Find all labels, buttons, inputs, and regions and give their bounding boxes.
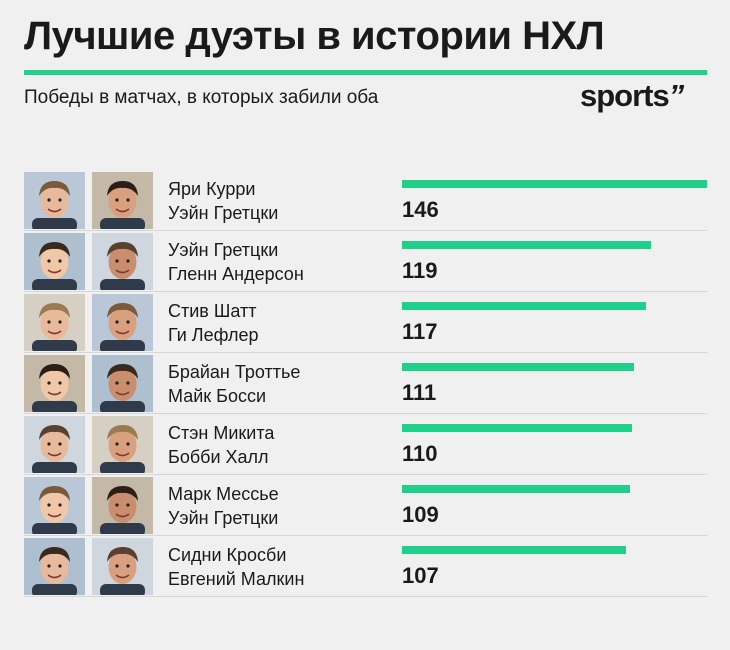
bar xyxy=(402,424,632,432)
duo-bar-chart: Яри Курри Уэйн Гретцки 146 Уэйн Гретцки Глен… xyxy=(24,170,707,597)
player-photo xyxy=(24,538,85,595)
bar xyxy=(402,302,646,310)
player-name: Гленн Андерсон xyxy=(168,264,304,284)
player-photo xyxy=(92,477,153,534)
player-name: Стив Шатт xyxy=(168,301,257,321)
page-subtitle: Победы в матчах, в которых забили оба xyxy=(24,87,379,108)
bar xyxy=(402,241,651,249)
player-name: Стэн Микита xyxy=(168,423,275,443)
bar xyxy=(402,180,707,188)
player-name: Марк Мессье xyxy=(168,484,279,504)
logo-text: sports xyxy=(580,78,670,113)
player-photo xyxy=(92,294,153,351)
player-name: Брайан Троттье xyxy=(168,362,301,382)
player-photo xyxy=(24,294,85,351)
duo-row: Яри Курри Уэйн Гретцки 146 xyxy=(24,170,707,231)
value-label: 111 xyxy=(402,380,437,405)
player-name: Уэйн Гретцки xyxy=(168,203,279,223)
bar xyxy=(402,363,634,371)
duo-row: Стэн Микита Бобби Халл 110 xyxy=(24,414,707,475)
player-name: Сидни Кросби xyxy=(168,545,287,565)
player-photo xyxy=(24,416,85,473)
duo-row: Сидни Кросби Евгений Малкин 107 xyxy=(24,536,707,597)
logo-mark: ’’ xyxy=(668,78,684,113)
bar xyxy=(402,546,626,554)
duo-row: Стив Шатт Ги Лефлер 117 xyxy=(24,292,707,353)
title-divider xyxy=(24,70,707,75)
player-photo xyxy=(92,172,153,229)
player-photo xyxy=(24,355,85,412)
sports-logo: sports’’ xyxy=(580,78,684,114)
value-label: 109 xyxy=(402,502,439,527)
page-title: Лучшие дуэты в истории НХЛ xyxy=(24,14,605,58)
player-photo xyxy=(24,477,85,534)
value-label: 107 xyxy=(402,563,439,588)
player-photo xyxy=(92,355,153,412)
duo-row: Брайан Троттье Майк Босси 111 xyxy=(24,353,707,414)
player-photo xyxy=(24,233,85,290)
player-photo xyxy=(92,233,153,290)
player-name: Ги Лефлер xyxy=(168,325,259,345)
player-name: Уэйн Гретцки xyxy=(168,240,279,260)
player-photo xyxy=(24,172,85,229)
bar xyxy=(402,485,630,493)
player-photo xyxy=(92,416,153,473)
value-label: 110 xyxy=(402,441,438,466)
value-label: 117 xyxy=(402,319,438,344)
duo-row: Марк Мессье Уэйн Гретцки 109 xyxy=(24,475,707,536)
value-label: 146 xyxy=(402,197,439,222)
player-name: Евгений Малкин xyxy=(168,569,305,589)
player-photo xyxy=(92,538,153,595)
value-label: 119 xyxy=(402,258,438,283)
player-name: Уэйн Гретцки xyxy=(168,508,279,528)
player-name: Яри Курри xyxy=(168,179,256,199)
duo-row: Уэйн Гретцки Гленн Андерсон 119 xyxy=(24,231,707,292)
player-name: Майк Босси xyxy=(168,386,267,406)
player-name: Бобби Халл xyxy=(168,447,269,467)
